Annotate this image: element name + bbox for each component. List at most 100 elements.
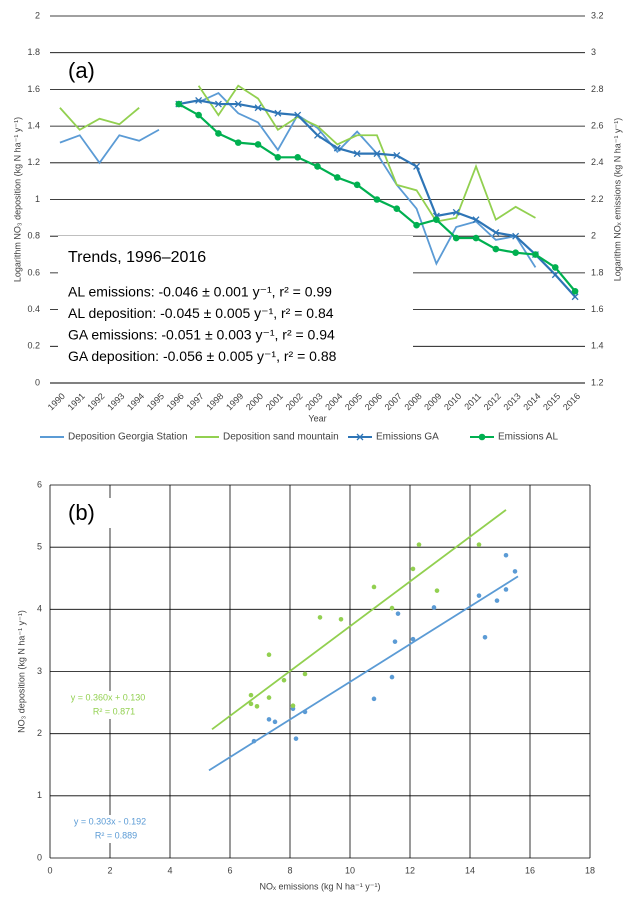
x-tick-label: 10 — [345, 865, 355, 875]
point — [482, 635, 488, 640]
y2-tick-label: 3.2 — [591, 10, 604, 20]
series-line — [59, 91, 537, 268]
marker — [413, 163, 421, 170]
point — [476, 593, 482, 598]
point — [392, 639, 398, 644]
marker — [492, 229, 500, 236]
annotation-title: Trends, 1996–2016 — [68, 249, 206, 266]
x-tick-label: 2001 — [264, 391, 285, 412]
point — [503, 587, 509, 592]
x-tick-label: 1992 — [85, 391, 106, 412]
x-tick-label: 18 — [585, 865, 595, 875]
y2-tick-label: 3 — [591, 47, 596, 57]
panel-label-box — [62, 498, 112, 528]
x-tick-label: 1991 — [66, 391, 87, 412]
point — [494, 598, 500, 603]
x-tick-label: 16 — [525, 865, 535, 875]
x-tick-label: 14 — [465, 865, 475, 875]
point — [338, 616, 344, 622]
marker — [452, 208, 460, 216]
x-tick-label: 2 — [107, 865, 112, 875]
marker — [274, 109, 282, 117]
y2-tick-label: 1.4 — [591, 341, 604, 351]
marker — [472, 234, 480, 242]
point — [416, 542, 422, 547]
x-tick-label: 2006 — [363, 391, 384, 412]
y-tick-label: 1 — [35, 194, 40, 204]
y-tick-label: 2 — [37, 728, 42, 738]
marker — [215, 130, 222, 137]
y-tick-label: 1.2 — [27, 157, 40, 167]
annotation: GA emissions: -0.051 ± 0.003 y⁻¹, r² = 0… — [68, 327, 335, 343]
marker — [393, 205, 401, 212]
fit-equation: y = 0.360x + 0.130 — [71, 692, 146, 702]
y-tick-label: 3 — [37, 666, 42, 676]
x-tick-label: 2008 — [402, 391, 423, 412]
marker — [175, 100, 183, 108]
x-tick-label: 2007 — [383, 391, 404, 412]
y2-tick-label: 2.4 — [591, 157, 604, 167]
marker — [433, 216, 440, 223]
y-tick-label: 0 — [37, 852, 42, 862]
marker — [393, 152, 401, 159]
marker — [551, 264, 559, 271]
x-tick-label: 2012 — [482, 391, 503, 412]
point — [389, 674, 395, 680]
marker — [254, 104, 262, 112]
legend-marker — [356, 433, 364, 441]
legend-label: Deposition sand mountain — [223, 432, 339, 443]
x-tick-label: 6 — [227, 865, 232, 875]
legend-marker — [478, 433, 486, 441]
y-tick-label: 1.6 — [27, 84, 40, 94]
marker — [551, 271, 559, 279]
point — [254, 704, 260, 709]
marker — [512, 232, 520, 240]
trendline — [211, 509, 507, 731]
x-axis-title: Year — [308, 413, 326, 423]
annotation: AL emissions: -0.046 ± 0.001 y⁻¹, r² = 0… — [68, 284, 332, 300]
point — [251, 738, 257, 744]
marker — [532, 251, 539, 258]
x-tick-label: 2015 — [541, 391, 562, 412]
marker — [274, 153, 282, 161]
point — [410, 636, 416, 642]
x-tick-label: 2003 — [303, 391, 324, 412]
point — [389, 605, 395, 611]
x-tick-label: 2011 — [462, 391, 483, 412]
x-tick-label: 2014 — [521, 391, 542, 412]
point — [512, 569, 518, 574]
y-tick-label: 1 — [37, 790, 42, 800]
point — [476, 542, 482, 547]
marker — [373, 150, 381, 158]
marker — [294, 111, 302, 119]
fit-label-box — [66, 815, 154, 843]
point — [431, 605, 437, 610]
fit-label-box — [64, 691, 152, 719]
y2-tick-label: 1.8 — [591, 267, 604, 277]
marker — [314, 131, 321, 139]
legend-label: Emissions AL — [498, 432, 558, 443]
x-tick-label: 2009 — [422, 391, 443, 412]
y2-axis-title: Logarithm NOₓ emissions (kg N ha⁻¹ y⁻¹) — [612, 118, 622, 282]
point — [266, 695, 272, 700]
x-tick-label: 12 — [405, 865, 415, 875]
x-tick-label: 1994 — [125, 391, 146, 412]
x-tick-label: 1995 — [145, 391, 166, 412]
marker — [314, 163, 321, 170]
marker — [195, 111, 202, 119]
annotation-box — [58, 236, 413, 374]
marker — [413, 221, 420, 229]
x-tick-label: 0 — [47, 865, 52, 875]
point — [248, 701, 254, 707]
annotation: GA deposition: -0.056 ± 0.005 y⁻¹, r² = … — [68, 348, 337, 364]
marker — [452, 234, 460, 242]
fit-equation: y = 0.303x - 0.192 — [74, 816, 146, 826]
point — [290, 703, 296, 708]
trendline — [208, 575, 519, 772]
legend-label: Deposition Georgia Station — [68, 432, 188, 443]
marker — [214, 100, 222, 108]
legend-label: Emissions GA — [376, 432, 439, 443]
y-tick-label: 2 — [35, 10, 40, 20]
